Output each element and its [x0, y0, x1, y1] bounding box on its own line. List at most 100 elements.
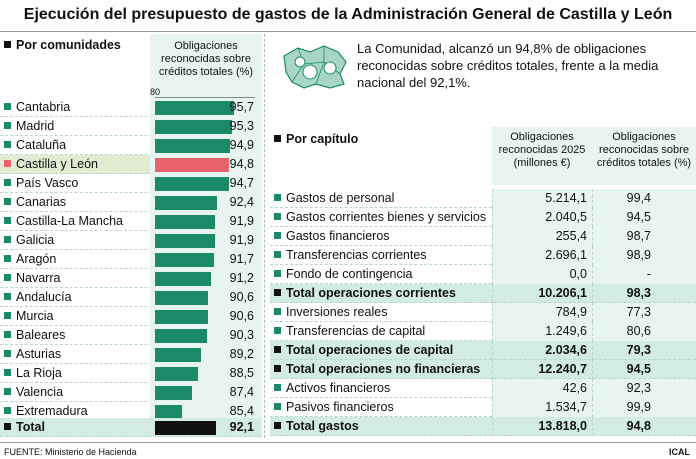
category-text: Total — [16, 420, 45, 434]
bar-row: Madrid 95,3 — [0, 117, 262, 136]
row-label: Gastos corrientes bienes y servicios — [274, 210, 486, 224]
row-label: Inversiones reales — [274, 305, 387, 319]
column-divider — [264, 34, 265, 438]
row-label-text: Activos financieros — [286, 381, 391, 395]
square-bullet-icon — [274, 251, 281, 258]
bar-row: Asturias 89,2 — [0, 345, 262, 364]
page-title: Ejecución del presupuesto de gastos de l… — [23, 6, 673, 23]
row-label: Total operaciones de capital — [274, 343, 453, 357]
square-bullet-icon — [4, 388, 11, 395]
table-row: Transferencias corrientes 2.696,1 98,9 — [270, 246, 696, 265]
bar-row: Valencia 87,4 — [0, 383, 262, 402]
category-text: Castilla-La Mancha — [16, 214, 123, 228]
table-row: Pasivos financieros 1.534,7 99,9 — [270, 398, 696, 417]
square-bullet-icon — [4, 274, 11, 281]
amount-cell: 2.040,5 — [492, 208, 592, 227]
category-text: País Vasco — [16, 176, 79, 190]
amount-cell: 255,4 — [492, 227, 592, 246]
square-bullet-icon — [4, 179, 11, 186]
data-label: 95,3 — [229, 119, 254, 133]
bar — [155, 253, 214, 267]
data-label: 90,6 — [229, 290, 254, 304]
category-label: Canarias — [4, 195, 66, 209]
top-rule — [0, 31, 696, 32]
cell-divider — [592, 284, 593, 303]
category-label: Castilla-La Mancha — [4, 214, 123, 228]
square-bullet-icon — [4, 217, 11, 224]
credit-label: ICAL — [669, 447, 690, 457]
bar-row: País Vasco 94,7 — [0, 174, 262, 193]
row-label-text: Gastos financieros — [286, 229, 390, 243]
bar — [155, 421, 216, 435]
row-label: Transferencias corrientes — [274, 248, 427, 262]
row-label: Total operaciones no financieras — [274, 362, 480, 376]
square-bullet-icon — [4, 407, 11, 414]
row-label: Activos financieros — [274, 381, 390, 395]
category-text: Galicia — [16, 233, 55, 247]
row-label-text: Gastos corrientes bienes y servicios — [286, 210, 487, 224]
category-text: Aragón — [16, 252, 57, 266]
square-bullet-icon — [4, 160, 11, 167]
summary-note: La Comunidad, alcanzó un 94,8% de obliga… — [357, 41, 659, 90]
cell-divider — [592, 227, 593, 246]
cell-divider — [592, 208, 593, 227]
category-label: País Vasco — [4, 176, 78, 190]
chapters-section-title: Por capítulo — [274, 132, 358, 146]
bar-row: Total 92,1 — [0, 418, 262, 437]
category-label: Cataluña — [4, 138, 66, 152]
cell-divider — [492, 208, 493, 227]
pct-cell: 94,8 — [626, 419, 651, 433]
cell-divider — [492, 322, 493, 341]
bar — [155, 101, 234, 115]
category-text: Murcia — [16, 309, 54, 323]
bar — [155, 234, 215, 248]
bar-row: La Rioja 88,5 — [0, 364, 262, 383]
square-bullet-icon — [274, 308, 281, 315]
cell-divider — [592, 379, 593, 398]
pct-cell: 94,5 — [592, 208, 696, 227]
square-bullet-icon — [4, 122, 11, 129]
category-label: Valencia — [4, 385, 63, 399]
amount-cell: 2.034,6 — [545, 343, 587, 357]
data-label: 90,6 — [229, 309, 254, 323]
pct-cell: 99,9 — [592, 398, 696, 417]
table-row: Activos financieros 42,6 92,3 — [270, 379, 696, 398]
category-label: Extremadura — [4, 404, 88, 418]
square-bullet-icon — [274, 232, 281, 239]
cell-divider — [492, 265, 493, 284]
category-label: Madrid — [4, 119, 54, 133]
row-label: Total gastos — [274, 419, 359, 433]
row-label-text: Transferencias de capital — [286, 324, 426, 338]
row-label: Transferencias de capital — [274, 324, 425, 338]
row-label-text: Transferencias corrientes — [286, 248, 427, 262]
cell-divider — [492, 227, 493, 246]
cell-divider — [592, 360, 593, 379]
bar-row: Andalucía 90,6 — [0, 288, 262, 307]
bar — [155, 272, 211, 286]
category-text: Castilla y León — [16, 157, 98, 171]
pct-cell: 80,6 — [592, 322, 696, 341]
category-text: Valencia — [16, 385, 64, 399]
row-label-text: Total operaciones no financieras — [286, 362, 481, 376]
data-label: 89,2 — [229, 347, 254, 361]
category-label: Galicia — [4, 233, 54, 247]
cell-divider — [592, 341, 593, 360]
axis-band — [150, 86, 262, 98]
category-label: Castilla y León — [4, 157, 98, 171]
data-label: 90,3 — [229, 328, 254, 342]
amount-cell: 10.206,1 — [538, 286, 587, 300]
bar-row: Galicia 91,9 — [0, 231, 262, 250]
cell-divider — [592, 417, 593, 436]
row-label-text: Total gastos — [286, 419, 359, 433]
amount-column-header: Obligaciones reconocidas 2025 (millones … — [492, 127, 592, 185]
amount-cell: 784,9 — [492, 303, 592, 322]
data-label: 85,4 — [229, 404, 254, 418]
amount-cell: 12.240,7 — [538, 362, 587, 376]
cell-divider — [592, 246, 593, 265]
square-bullet-icon — [4, 141, 11, 148]
pct-cell: 77,3 — [592, 303, 696, 322]
table-row: Gastos corrientes bienes y servicios 2.04… — [270, 208, 696, 227]
data-label: 95,7 — [229, 100, 254, 114]
square-bullet-icon — [274, 365, 281, 372]
category-label: La Rioja — [4, 366, 62, 380]
